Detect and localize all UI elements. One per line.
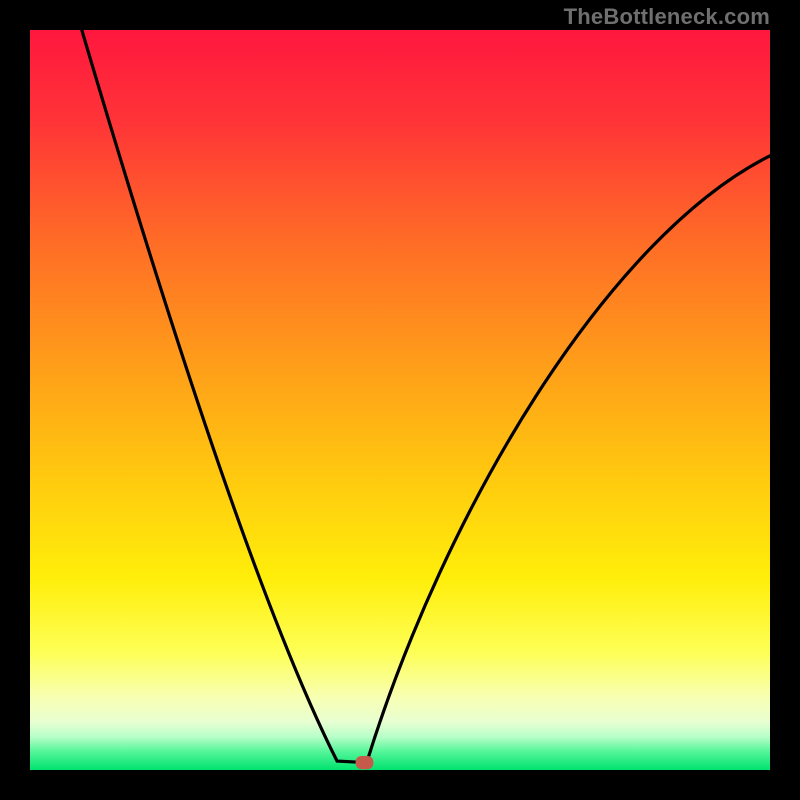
plot-area: [30, 30, 770, 770]
chart-frame: TheBottleneck.com: [0, 0, 800, 800]
bottleneck-curve-chart: [30, 30, 770, 770]
watermark-label: TheBottleneck.com: [564, 4, 770, 30]
gradient-background: [30, 30, 770, 770]
minimum-marker: [356, 756, 374, 769]
